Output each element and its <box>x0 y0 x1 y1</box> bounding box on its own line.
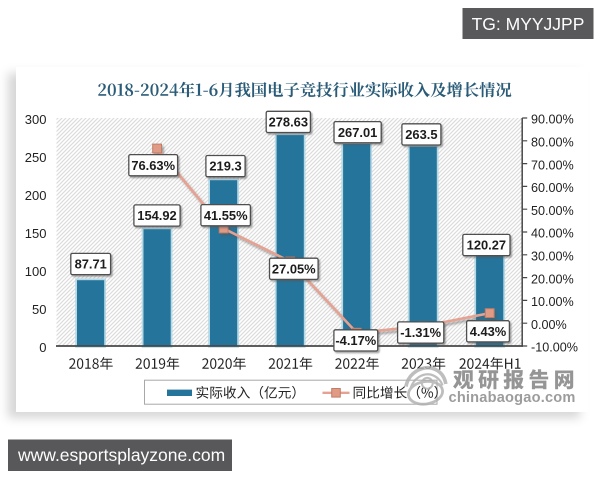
svg-text:TG: MYYJJPP: TG: MYYJJPP <box>472 14 585 34</box>
svg-text:267.01: 267.01 <box>338 125 377 140</box>
svg-text:20.00%: 20.00% <box>531 272 574 286</box>
svg-text:www.esportsplayzone.com: www.esportsplayzone.com <box>17 445 225 465</box>
svg-text:50: 50 <box>32 302 46 317</box>
svg-text:250: 250 <box>25 150 47 165</box>
svg-text:4.43%: 4.43% <box>470 324 507 339</box>
svg-text:chinabaogao.com: chinabaogao.com <box>449 390 576 406</box>
svg-text:300: 300 <box>25 112 47 127</box>
svg-text:278.63: 278.63 <box>269 115 308 130</box>
svg-text:87.71: 87.71 <box>75 257 107 272</box>
svg-text:90.00%: 90.00% <box>531 113 574 127</box>
svg-text:150: 150 <box>25 226 47 241</box>
svg-text:27.05%: 27.05% <box>272 261 316 276</box>
svg-text:0.00%: 0.00% <box>531 318 567 332</box>
svg-text:219.3: 219.3 <box>209 159 241 174</box>
svg-text:-1.31%: -1.31% <box>400 325 441 340</box>
svg-text:263.5: 263.5 <box>405 127 437 142</box>
svg-text:-4.17%: -4.17% <box>335 333 376 348</box>
svg-text:76.63%: 76.63% <box>131 158 175 173</box>
svg-text:70.00%: 70.00% <box>531 158 574 172</box>
svg-text:154.92: 154.92 <box>137 208 176 223</box>
svg-text:30.00%: 30.00% <box>531 250 574 264</box>
svg-text:40.00%: 40.00% <box>531 227 574 241</box>
svg-text:50.00%: 50.00% <box>531 204 574 218</box>
svg-text:-10.00%: -10.00% <box>531 341 578 355</box>
svg-text:100: 100 <box>25 264 47 279</box>
svg-text:120.27: 120.27 <box>467 238 506 253</box>
svg-text:200: 200 <box>25 188 47 203</box>
svg-text:0: 0 <box>39 340 46 355</box>
svg-text:60.00%: 60.00% <box>531 181 574 195</box>
svg-text:10.00%: 10.00% <box>531 295 574 309</box>
svg-text:41.55%: 41.55% <box>204 208 248 223</box>
svg-text:80.00%: 80.00% <box>531 136 574 150</box>
